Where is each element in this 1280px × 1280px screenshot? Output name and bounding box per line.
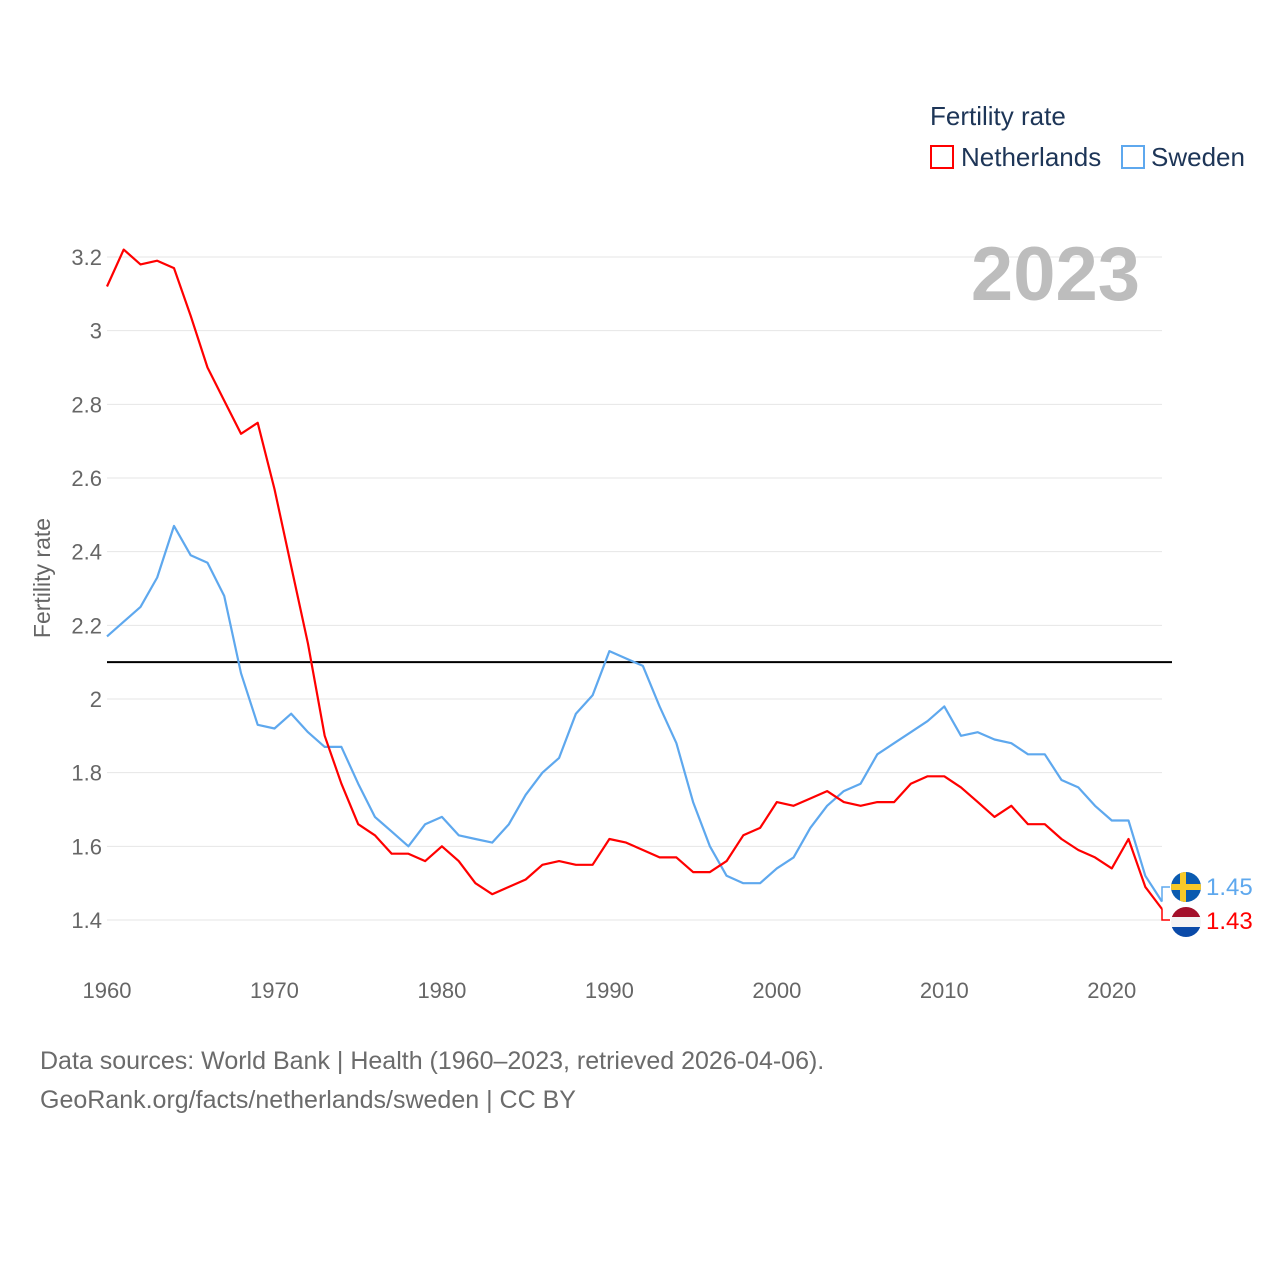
legend-item-sweden[interactable]: Sweden [1121, 142, 1245, 172]
legend-label-sweden: Sweden [1151, 142, 1245, 172]
sweden-end-value: 1.45 [1206, 874, 1253, 901]
footer-link[interactable]: GeoRank.org/facts/netherlands/sweden | C… [40, 1086, 576, 1114]
legend-title: Fertility rate [930, 101, 1066, 131]
legend-swatch-sweden [1121, 145, 1145, 169]
y-tick-label: 2.6 [71, 466, 102, 491]
y-tick-label: 2.2 [71, 613, 102, 638]
x-tick-label: 1960 [83, 978, 132, 1003]
series-lines [105, 248, 1163, 910]
x-tick-label: 1980 [417, 978, 466, 1003]
end-labels: 1.45 1.43 [1161, 872, 1253, 937]
x-tick-label: 2010 [920, 978, 969, 1003]
sweden-label-connector [1161, 886, 1170, 902]
sweden-flag-icon [1171, 872, 1201, 902]
netherlands-end-value: 1.43 [1206, 908, 1253, 935]
footer-sources: Data sources: World Bank | Health (1960–… [40, 1047, 824, 1075]
y-tick-label: 3.2 [71, 245, 102, 270]
netherlands-label-connector [1161, 908, 1170, 921]
y-tick-label: 1.8 [71, 761, 102, 786]
x-tick-label: 1990 [585, 978, 634, 1003]
y-axis-label: Fertility rate [29, 518, 55, 638]
x-tick-label: 2020 [1087, 978, 1136, 1003]
x-axis-ticks: 1960 1970 1980 1990 2000 2010 2020 [83, 978, 1137, 1003]
y-tick-label: 2.4 [71, 540, 102, 565]
y-axis-ticks: 1.4 1.6 1.8 2 2.2 2.4 2.6 2.8 3 3.2 [71, 245, 102, 933]
series-line-sweden [106, 524, 1163, 903]
y-tick-label: 2.8 [71, 392, 102, 417]
gridlines [107, 256, 1162, 921]
y-tick-label: 1.4 [71, 908, 102, 933]
series-line-netherlands [105, 248, 1163, 910]
y-tick-label: 3 [90, 319, 102, 344]
y-tick-label: 2 [90, 687, 102, 712]
x-tick-label: 1970 [250, 978, 299, 1003]
legend-label-netherlands: Netherlands [961, 142, 1101, 172]
x-tick-label: 2000 [752, 978, 801, 1003]
year-label: 2023 [971, 232, 1140, 317]
legend-item-netherlands[interactable]: Netherlands [930, 142, 1101, 172]
netherlands-flag-icon [1171, 907, 1201, 937]
y-tick-label: 1.6 [71, 834, 102, 859]
legend-swatch-netherlands [930, 145, 954, 169]
